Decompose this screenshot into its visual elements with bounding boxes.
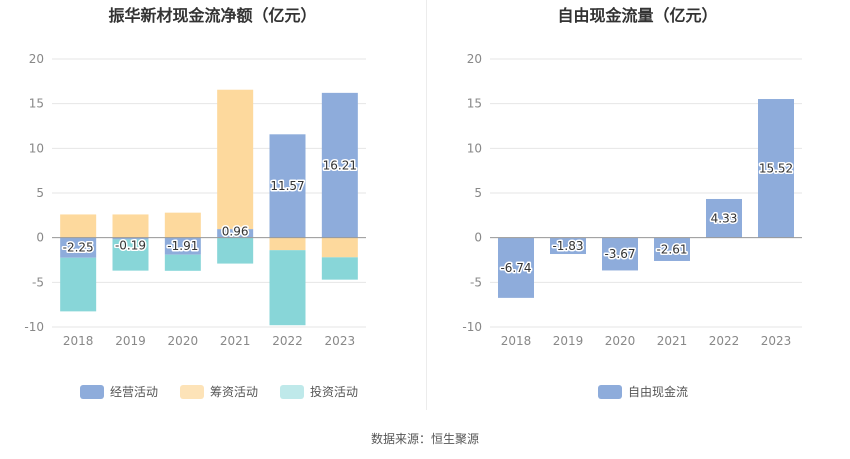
right-xtick-label: 2022	[709, 334, 740, 348]
right-bar-自由现金流	[654, 237, 690, 261]
right-xtick-label: 2019	[553, 334, 584, 348]
legend-swatch-free-cash-flow	[598, 384, 622, 399]
left-xtick-label: 2023	[325, 334, 356, 348]
left-data-label: 16.21	[323, 158, 357, 172]
left-bar-投资活动	[269, 250, 306, 326]
right-data-label-halo: 15.52	[759, 161, 793, 175]
data-source-note: 数据来源：恒生聚源	[370, 432, 479, 446]
legend-item-operating[interactable]: 经营活动	[80, 383, 158, 400]
left-bar-投资活动	[60, 257, 97, 312]
right-bar-自由现金流	[602, 237, 638, 271]
left-data-label: 0.96	[222, 225, 249, 239]
legend-label-investing: 投资活动	[310, 385, 359, 399]
legend-item-financing[interactable]: 筹资活动	[180, 383, 258, 400]
legend-item-investing[interactable]: 投资活动	[280, 383, 358, 400]
left-bar-投资活动	[164, 254, 201, 271]
right-data-label: -3.67	[604, 247, 635, 261]
legend-label-free-cash-flow: 自由现金流	[628, 385, 689, 399]
right-data-label-halo: -3.67	[604, 247, 635, 261]
left-chart-legend: 经营活动 筹资活动 投资活动	[80, 383, 358, 400]
right-ytick-label: 0	[474, 231, 482, 245]
right-data-label-halo: 4.33	[711, 211, 738, 225]
legend-label-financing: 筹资活动	[210, 385, 259, 399]
left-bar-筹资活动	[164, 212, 201, 238]
left-bar-投资活动	[217, 237, 254, 264]
right-chart-title: 自由现金流量（亿元）	[557, 6, 718, 25]
left-data-label: 11.57	[270, 179, 304, 193]
right-chart-legend: 自由现金流	[598, 383, 688, 400]
left-bar-经营活动	[269, 134, 306, 238]
left-bar-筹资活动	[112, 214, 149, 238]
legend-swatch-operating	[80, 384, 104, 399]
right-data-label-halo: -6.74	[500, 261, 531, 275]
right-bar-自由现金流	[758, 99, 794, 238]
left-data-label-halo: -0.19	[115, 239, 146, 253]
left-ytick-label: 10	[29, 141, 44, 155]
right-xtick-label: 2021	[657, 334, 688, 348]
left-bar-经营活动	[321, 92, 358, 238]
left-xtick-label: 2020	[168, 334, 199, 348]
right-data-label-halo: -2.61	[656, 242, 687, 256]
left-data-label: -0.19	[115, 239, 146, 253]
left-ytick-label: -10	[24, 320, 44, 334]
right-bar-自由现金流	[706, 198, 742, 238]
left-data-label-halo: -2.25	[63, 241, 94, 255]
right-ytick-label: 15	[467, 97, 482, 111]
right-ytick-label: -5	[470, 275, 482, 289]
left-ytick-label: 0	[36, 231, 44, 245]
left-chart-title: 振华新材现金流净额（亿元）	[108, 6, 317, 25]
left-data-label-halo: 11.57	[270, 179, 304, 193]
legend-label-operating: 经营活动	[110, 385, 159, 399]
legend-swatch-financing	[180, 384, 205, 399]
left-xtick-label: 2019	[115, 334, 146, 348]
right-xtick-label: 2023	[761, 334, 792, 348]
right-ytick-label: 10	[467, 141, 482, 155]
left-xtick-label: 2021	[220, 334, 251, 348]
right-ytick-label: -10	[462, 320, 482, 334]
left-bar-经营活动	[60, 237, 97, 258]
left-ytick-label: 15	[29, 97, 44, 111]
left-bar-投资活动	[321, 257, 358, 280]
right-data-label-halo: -1.83	[552, 239, 583, 253]
right-ytick-label: 5	[474, 186, 482, 200]
right-data-label: 15.52	[759, 161, 793, 175]
left-bar-筹资活动	[321, 237, 358, 258]
left-bar-经营活动	[164, 237, 201, 255]
right-data-label: -6.74	[500, 261, 531, 275]
right-xtick-label: 2018	[501, 334, 532, 348]
left-data-label: -2.25	[63, 241, 94, 255]
legend-item-free-cash-flow[interactable]: 自由现金流	[598, 383, 688, 400]
left-ytick-label: 20	[29, 52, 44, 66]
right-bar-自由现金流	[550, 237, 586, 255]
left-bar-筹资活动	[217, 89, 254, 230]
left-bar-筹资活动	[269, 237, 306, 251]
right-data-label: -2.61	[656, 242, 687, 256]
right-data-label: 4.33	[711, 211, 738, 225]
right-ytick-label: 20	[467, 52, 482, 66]
left-bar-经营活动	[217, 229, 254, 238]
legend-swatch-investing	[280, 384, 305, 399]
left-data-label: -1.91	[167, 239, 198, 253]
right-data-label: -1.83	[552, 239, 583, 253]
right-xtick-label: 2020	[605, 334, 636, 348]
left-ytick-label: -5	[32, 275, 44, 289]
left-data-label-halo: -1.91	[167, 239, 198, 253]
left-data-label-halo: 16.21	[323, 158, 357, 172]
chart-divider	[426, 0, 427, 410]
left-bar-经营活动	[112, 237, 149, 240]
left-ytick-label: 5	[36, 186, 44, 200]
left-xtick-label: 2018	[63, 334, 94, 348]
right-bar-自由现金流	[498, 237, 534, 298]
left-data-label-halo: 0.96	[222, 225, 249, 239]
left-bar-投资活动	[112, 239, 149, 271]
left-bar-筹资活动	[60, 214, 97, 238]
left-xtick-label: 2022	[272, 334, 303, 348]
